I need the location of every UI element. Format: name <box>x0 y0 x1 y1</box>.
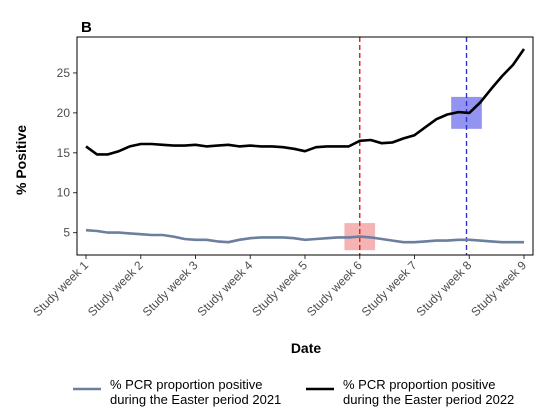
plot-panel-border <box>76 36 534 256</box>
highlight-boxes <box>344 96 482 251</box>
series-line-1 <box>85 228 524 244</box>
y-tick-label-10: 10 <box>57 186 71 200</box>
x-tick-label-4: Study week 4 <box>195 258 256 319</box>
panel-label: B <box>81 19 92 36</box>
legend-label-2-2: during the Easter period 2022 <box>343 392 514 407</box>
legend-label-1-2: during the Easter period 2021 <box>110 392 281 407</box>
y-tick-label-5: 5 <box>63 226 70 240</box>
reference-lines <box>359 37 468 255</box>
y-tick-label-20: 20 <box>57 106 71 120</box>
y-axis: 5 10 15 20 25 <box>57 66 77 240</box>
legend-label-1-1: % PCR proportion positive <box>110 377 262 392</box>
series-lines <box>85 48 526 244</box>
x-axis-title: Date <box>291 340 322 356</box>
y-axis-title: % Positive <box>13 125 29 195</box>
x-tick-label-8: Study week 8 <box>414 258 475 319</box>
legend-label-2-1: % PCR proportion positive <box>343 377 495 392</box>
x-tick-label-5: Study week 5 <box>249 258 310 319</box>
x-tick-label-1: Study week 1 <box>30 258 91 319</box>
x-tick-label-7: Study week 7 <box>359 258 420 319</box>
series-line-2 <box>85 48 526 156</box>
x-tick-label-2: Study week 2 <box>85 258 146 319</box>
x-tick-label-9: Study week 9 <box>468 258 529 319</box>
x-tick-label-3: Study week 3 <box>140 258 201 319</box>
x-tick-label-6: Study week 6 <box>304 258 365 319</box>
y-tick-label-25: 25 <box>57 66 71 80</box>
y-tick-label-15: 15 <box>57 146 71 160</box>
